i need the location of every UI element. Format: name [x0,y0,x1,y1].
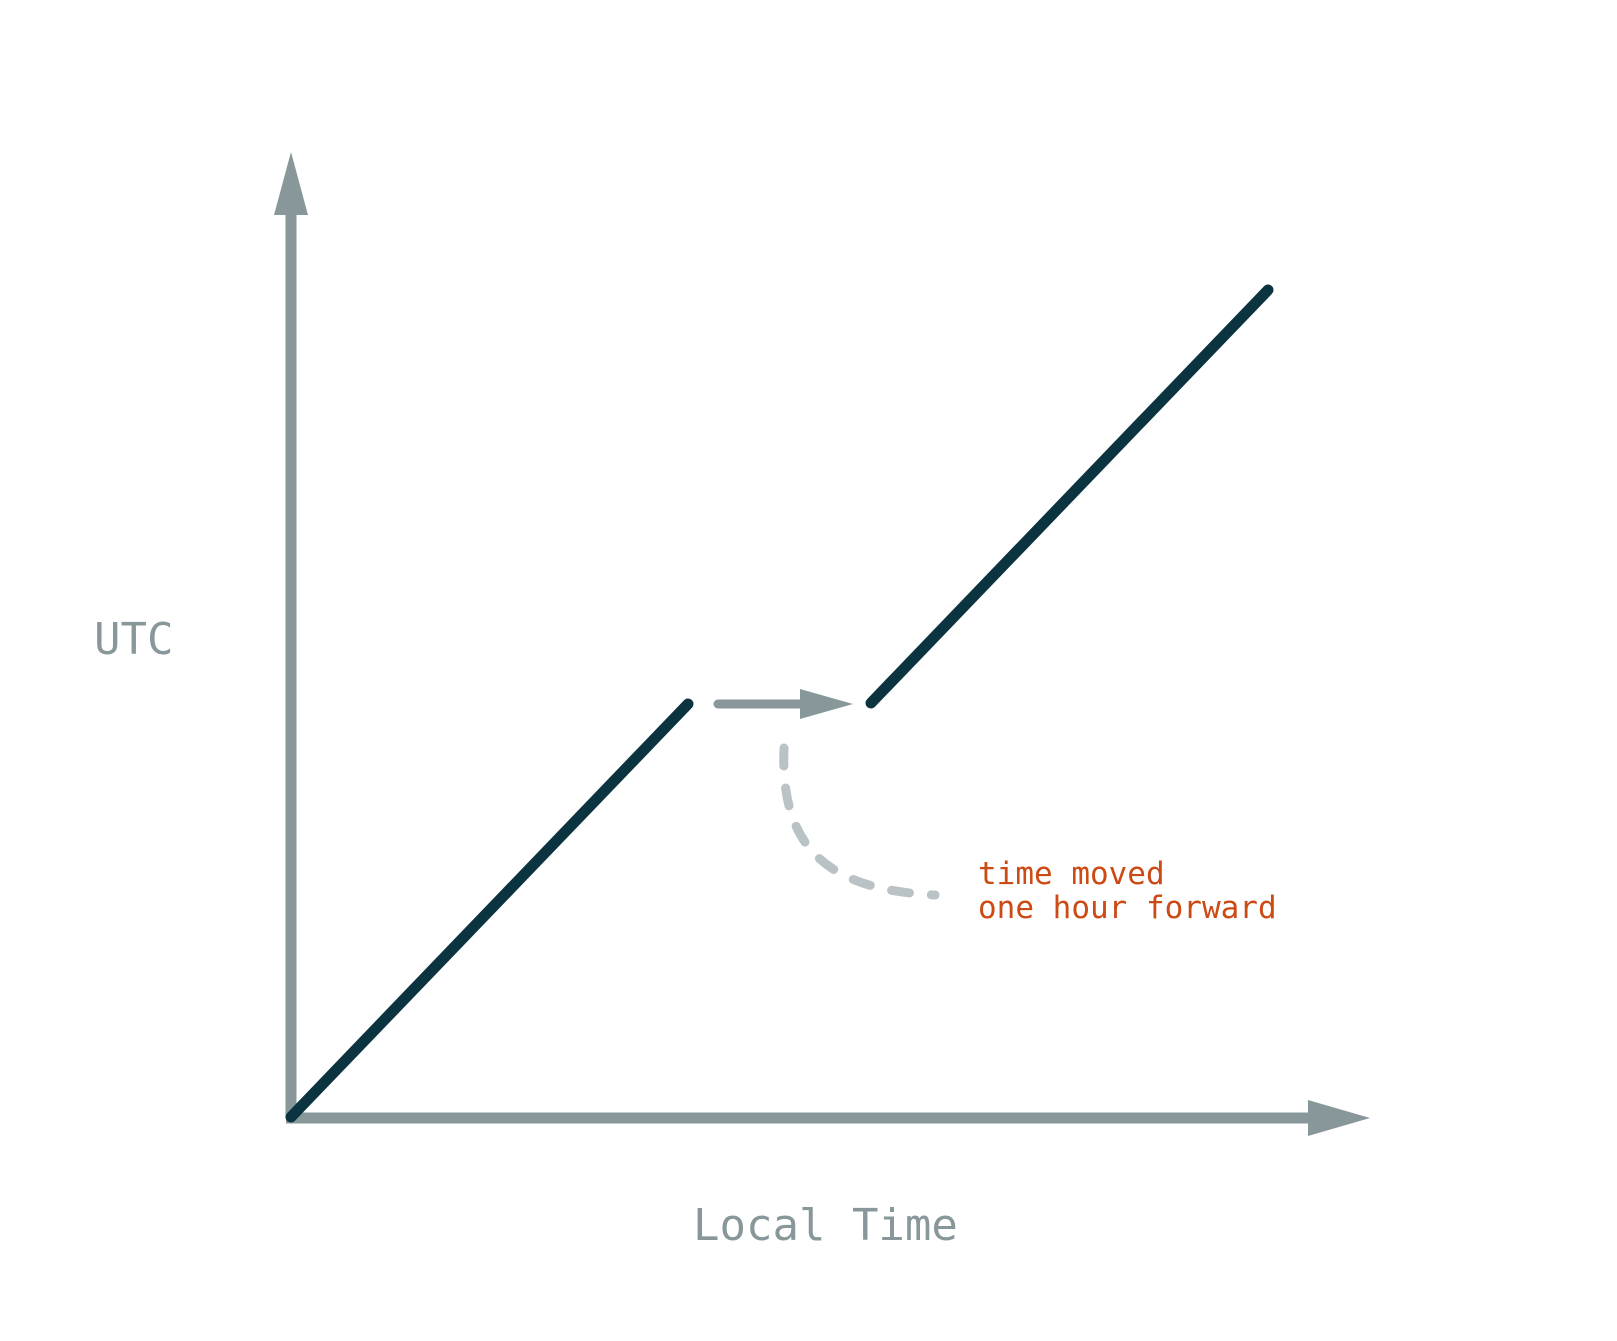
y-axis-label: UTC [94,614,173,665]
forward-jump-arrow [713,689,853,719]
utc-line-after-shift [865,284,1274,709]
utc-line-before-shift [285,698,694,1123]
dashed-connector [779,743,940,900]
y-axis-arrowhead [274,152,308,215]
annotation-line-1: time moved [978,856,1165,892]
y-axis [274,152,308,1118]
x-axis-label: Local Time [693,1200,958,1251]
x-axis [286,1100,1370,1136]
x-axis-arrowhead [1308,1100,1370,1136]
forward-jump-arrow-head [800,689,853,719]
annotation-line-2: one hour forward [978,890,1277,926]
